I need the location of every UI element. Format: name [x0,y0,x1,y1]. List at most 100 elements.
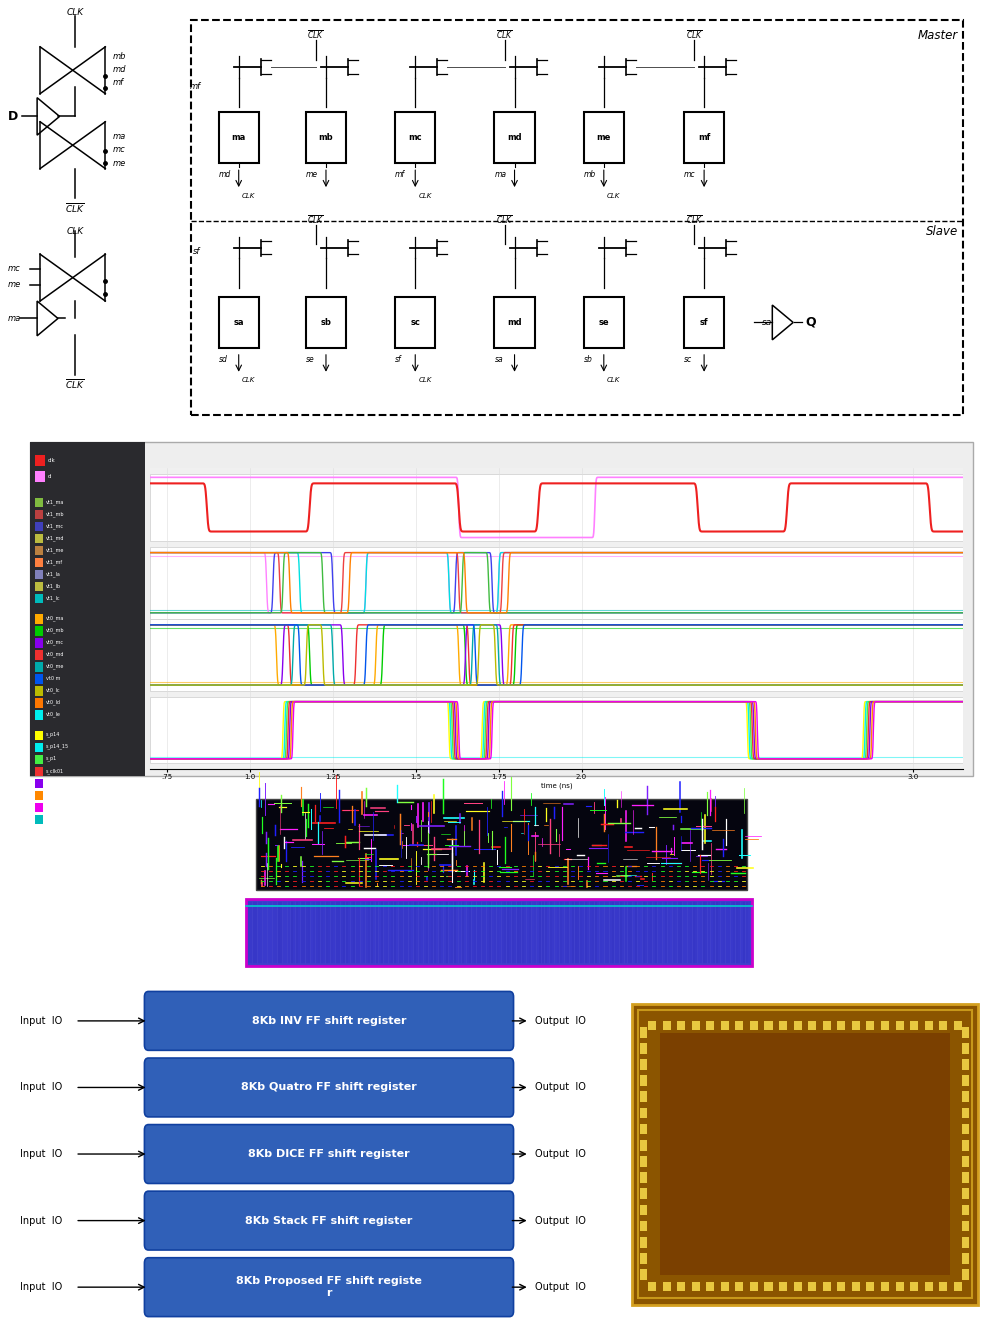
Bar [961,1044,968,1054]
Bar [639,1108,646,1119]
Bar [647,1282,655,1291]
Text: sa: sa [494,355,503,364]
Text: CLK: CLK [418,193,432,198]
Bar [35,779,43,788]
Bar [256,799,746,890]
Bar [961,1140,968,1151]
Bar [0,0,1002,421]
Text: s_p41: s_p41 [46,792,60,797]
Text: me: me [306,170,318,179]
Text: mf: mf [395,170,405,179]
Bar [35,650,43,660]
Bar [35,698,43,708]
Bar [662,1282,670,1291]
Text: Input  IO: Input IO [20,1216,62,1226]
Text: md: md [507,134,521,142]
Bar [691,1021,699,1030]
Text: Output  IO: Output IO [534,1282,585,1293]
Bar [35,614,43,624]
Text: d: d [48,474,51,479]
Bar [639,1044,646,1054]
Bar [218,297,259,348]
Text: Q: Q [805,316,816,329]
Text: s_f12: s_f12 [46,816,59,822]
Text: $\overline{CLK}$: $\overline{CLK}$ [307,29,325,41]
Bar [639,1268,646,1279]
Text: Output  IO: Output IO [534,1216,585,1226]
Bar [639,1028,646,1038]
Bar [851,1021,859,1030]
Text: $\overline{CLK}$: $\overline{CLK}$ [307,214,325,226]
Bar [639,1156,646,1167]
Bar [662,1021,670,1030]
Bar [35,510,43,519]
Bar [909,1282,917,1291]
Bar [583,297,623,348]
Text: md: md [112,66,125,74]
Text: vt1_me: vt1_me [46,547,64,553]
Bar [35,626,43,636]
Text: me: me [596,134,610,142]
Bar [961,1092,968,1103]
Text: mc: mc [112,146,125,154]
Bar [720,1021,728,1030]
Text: Slave: Slave [925,225,957,238]
Text: Input  IO: Input IO [20,1149,62,1159]
Text: s_p14: s_p14 [46,780,60,785]
Bar [150,697,962,763]
Text: Input  IO: Input IO [20,1082,62,1092]
Bar [720,1282,728,1291]
Bar [866,1021,874,1030]
FancyBboxPatch shape [144,1124,513,1184]
Bar [35,674,43,684]
Text: 8Kb INV FF shift register: 8Kb INV FF shift register [252,1016,406,1026]
Bar [639,1076,646,1086]
Text: CLK: CLK [418,377,432,383]
Bar [35,570,43,579]
Bar [306,112,346,163]
Bar [35,731,43,740]
Text: 8Kb DICE FF shift register: 8Kb DICE FF shift register [247,1149,410,1159]
Text: $\overline{CLK}$: $\overline{CLK}$ [495,214,513,226]
Text: vt0_me: vt0_me [46,664,64,669]
Text: vt0_lc: vt0_lc [46,688,60,693]
Bar [808,1282,816,1291]
Bar [639,1060,646,1070]
Bar [924,1282,932,1291]
X-axis label: time (ns): time (ns) [540,783,572,789]
Bar [218,112,259,163]
Bar [683,297,723,348]
Text: Input  IO: Input IO [20,1282,62,1293]
Bar [779,1021,787,1030]
Bar [793,1021,801,1030]
Bar [676,1021,684,1030]
Bar [961,1124,968,1135]
Bar [953,1282,961,1291]
Text: vt0_md: vt0_md [46,652,64,657]
Text: ma: ma [112,132,125,140]
Text: md: md [507,318,521,326]
Text: sd: sd [218,355,227,364]
Text: vt1_mf: vt1_mf [46,559,63,565]
Bar [395,112,435,163]
Text: vt0_mb: vt0_mb [46,628,64,633]
Bar [961,1268,968,1279]
Bar [734,1282,742,1291]
Text: D: D [8,110,18,123]
Text: me: me [8,281,21,289]
Bar [659,1033,949,1275]
Bar [639,1172,646,1183]
Bar [35,638,43,648]
FancyBboxPatch shape [144,1258,513,1317]
Bar [35,815,43,824]
Bar [808,1021,816,1030]
Text: sc: sc [410,318,420,326]
Text: mf: mf [189,83,200,91]
Text: vt1_ma: vt1_ma [46,499,64,504]
Bar [895,1282,903,1291]
Text: sf: sf [699,318,707,326]
Text: CLK: CLK [66,8,84,17]
Bar [35,498,43,507]
Bar [961,1156,968,1167]
Bar [953,1021,961,1030]
